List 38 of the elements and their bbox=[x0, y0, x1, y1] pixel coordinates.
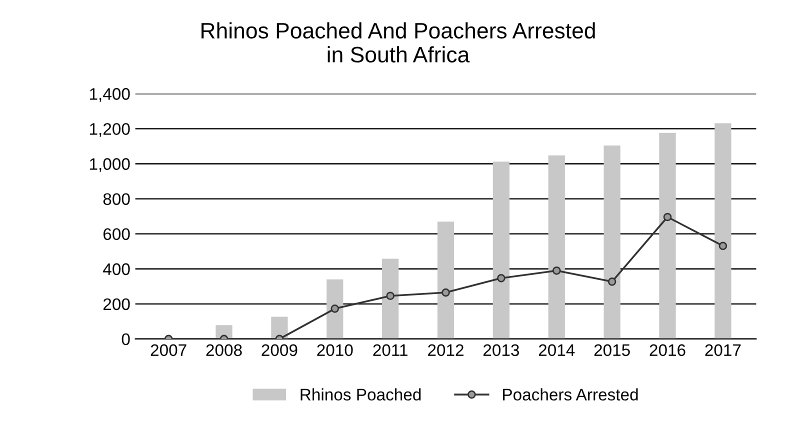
x-tick-label: 2010 bbox=[317, 344, 353, 356]
y-tick-label: 200 bbox=[103, 298, 130, 310]
point bbox=[552, 266, 561, 275]
x-tick-label: 2017 bbox=[705, 344, 741, 356]
point bbox=[330, 304, 340, 313]
point bbox=[442, 288, 450, 297]
x-tick-label: 2012 bbox=[428, 344, 464, 356]
x-tick-label: 2013 bbox=[484, 344, 520, 356]
legend-label: Rhinos Poached bbox=[300, 388, 421, 401]
point bbox=[386, 292, 394, 300]
y-tick-label: 1,200 bbox=[90, 123, 130, 137]
bar bbox=[548, 155, 565, 339]
x-tick-label: 2011 bbox=[373, 344, 408, 356]
x-tick-label: 2009 bbox=[262, 344, 298, 356]
bar bbox=[382, 258, 399, 339]
point bbox=[608, 278, 616, 286]
y-tick-label: 400 bbox=[103, 263, 130, 276]
bar bbox=[492, 162, 510, 339]
y-tick-label: 800 bbox=[103, 193, 130, 205]
bar bbox=[714, 123, 732, 339]
point bbox=[663, 212, 672, 222]
bar bbox=[326, 279, 344, 339]
bar bbox=[437, 222, 454, 339]
point bbox=[718, 242, 728, 250]
legend-label: Poachers Arrested bbox=[503, 388, 638, 401]
y-tick-label: 0 bbox=[122, 333, 130, 346]
x-tick-label: 2014 bbox=[538, 344, 575, 356]
bar bbox=[659, 132, 676, 339]
x-tick-label: 2016 bbox=[650, 344, 686, 356]
point bbox=[497, 274, 506, 282]
y-tick-label: 1,000 bbox=[90, 158, 130, 172]
chart-title: Rhinos Poached And Poachers Arrested in South Africa bbox=[202, 22, 595, 63]
x-tick-label: 2008 bbox=[206, 344, 242, 356]
bar bbox=[604, 146, 620, 339]
y-tick-label: 600 bbox=[104, 228, 130, 240]
x-tick-label: 2007 bbox=[150, 344, 186, 356]
x-tick-label: 2015 bbox=[594, 344, 630, 356]
y-tick-label: 1,400 bbox=[90, 88, 130, 102]
